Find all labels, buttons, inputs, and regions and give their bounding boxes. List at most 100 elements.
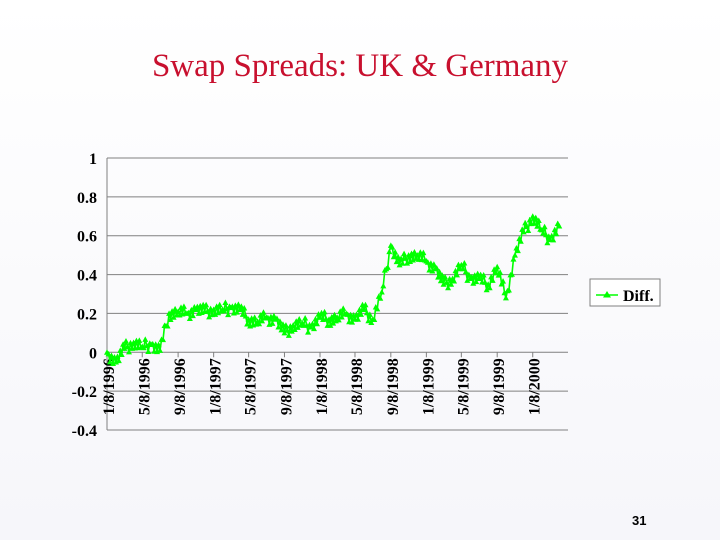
data-point bbox=[356, 306, 363, 313]
data-point bbox=[511, 252, 518, 258]
data-point bbox=[282, 322, 289, 328]
data-point bbox=[390, 253, 397, 260]
y-tick-label: 1 bbox=[89, 151, 97, 168]
data-point bbox=[405, 252, 412, 258]
data-point bbox=[136, 337, 143, 343]
data-point bbox=[157, 347, 164, 353]
data-point bbox=[420, 249, 427, 256]
data-point bbox=[393, 258, 400, 265]
data-point bbox=[483, 286, 490, 293]
data-point bbox=[238, 303, 245, 309]
legend: Diff. bbox=[589, 278, 661, 307]
data-point bbox=[115, 357, 122, 364]
data-point bbox=[464, 277, 471, 283]
data-point bbox=[470, 280, 477, 286]
data-point bbox=[535, 217, 542, 224]
data-point bbox=[236, 306, 243, 313]
data-point bbox=[435, 274, 442, 280]
data-point bbox=[414, 252, 421, 258]
data-point bbox=[363, 309, 370, 316]
data-point bbox=[145, 348, 152, 355]
data-point bbox=[492, 269, 499, 276]
data-point bbox=[291, 326, 298, 333]
data-point bbox=[251, 314, 258, 320]
x-tick-label: 1/8/1996 bbox=[101, 358, 118, 415]
data-point bbox=[164, 322, 171, 329]
data-point bbox=[452, 267, 459, 274]
x-axis-ticks: 1/8/1996 5/8/1996 9/8/1996 1/8/1997 5/8/1997… bbox=[101, 352, 544, 415]
data-point bbox=[309, 320, 316, 327]
data-point bbox=[337, 308, 344, 314]
data-point bbox=[239, 311, 246, 317]
data-point bbox=[213, 303, 220, 309]
data-point bbox=[225, 311, 232, 318]
data-point bbox=[550, 236, 557, 243]
data-point bbox=[241, 305, 248, 311]
x-tick-label: 1/8/1999 bbox=[420, 358, 437, 415]
data-point bbox=[216, 301, 223, 308]
x-tick-label: 1/8/2000 bbox=[527, 358, 544, 415]
data-point bbox=[401, 250, 408, 257]
data-point bbox=[392, 248, 399, 255]
data-point bbox=[551, 226, 558, 233]
data-point bbox=[517, 238, 524, 244]
y-tick-label: -0.2 bbox=[72, 384, 97, 401]
data-point bbox=[377, 295, 384, 301]
data-point bbox=[314, 320, 321, 327]
data-point bbox=[520, 228, 527, 235]
data-point bbox=[437, 277, 444, 284]
data-point bbox=[312, 315, 319, 322]
data-point bbox=[259, 317, 266, 324]
data-point bbox=[108, 352, 115, 359]
data-point bbox=[331, 311, 338, 318]
data-point bbox=[121, 345, 128, 351]
data-point bbox=[242, 313, 249, 319]
data-point bbox=[476, 275, 483, 281]
data-point bbox=[126, 348, 133, 355]
x-tick-label: 9/8/1997 bbox=[278, 358, 295, 415]
y-tick-label: 0 bbox=[89, 345, 97, 362]
data-point bbox=[185, 309, 192, 316]
data-point bbox=[335, 316, 342, 323]
data-point bbox=[192, 306, 199, 313]
data-point bbox=[170, 314, 177, 320]
x-tick-label: 5/8/1997 bbox=[243, 358, 260, 415]
data-point bbox=[389, 244, 396, 250]
data-point bbox=[482, 279, 489, 285]
data-point bbox=[361, 306, 368, 313]
data-point bbox=[448, 281, 455, 287]
page-number: 31 bbox=[632, 513, 647, 528]
data-point bbox=[276, 318, 283, 324]
data-point bbox=[380, 282, 387, 289]
data-point bbox=[203, 301, 210, 308]
data-point bbox=[453, 271, 460, 278]
data-point bbox=[260, 309, 267, 315]
data-point bbox=[172, 305, 179, 312]
data-point bbox=[256, 320, 263, 327]
data-point bbox=[302, 315, 309, 321]
data-point bbox=[349, 319, 356, 325]
data-point bbox=[556, 223, 563, 229]
data-point bbox=[544, 239, 551, 246]
data-point bbox=[167, 316, 174, 323]
data-point bbox=[307, 324, 314, 330]
data-point bbox=[310, 325, 317, 332]
legend-box bbox=[589, 278, 661, 307]
data-point bbox=[130, 339, 137, 346]
legend-label: Diff. bbox=[623, 288, 654, 305]
data-point bbox=[354, 316, 361, 322]
data-point bbox=[180, 303, 187, 309]
data-point bbox=[143, 342, 150, 348]
data-point bbox=[486, 284, 493, 291]
data-point bbox=[281, 329, 288, 336]
data-point bbox=[553, 230, 560, 237]
x-tick-label: 1/8/1997 bbox=[208, 358, 225, 415]
data-point bbox=[408, 250, 415, 257]
x-tick-label: 9/8/1999 bbox=[491, 358, 508, 415]
data-point bbox=[461, 259, 468, 266]
data-point bbox=[398, 255, 405, 261]
data-point bbox=[285, 332, 292, 338]
data-point bbox=[407, 258, 414, 265]
data-point bbox=[114, 353, 121, 360]
data-point bbox=[501, 289, 508, 296]
